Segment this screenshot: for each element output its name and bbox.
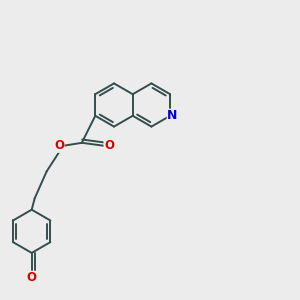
Text: O: O	[27, 271, 37, 284]
Text: O: O	[104, 139, 114, 152]
Text: N: N	[167, 109, 178, 122]
Text: O: O	[54, 139, 64, 152]
